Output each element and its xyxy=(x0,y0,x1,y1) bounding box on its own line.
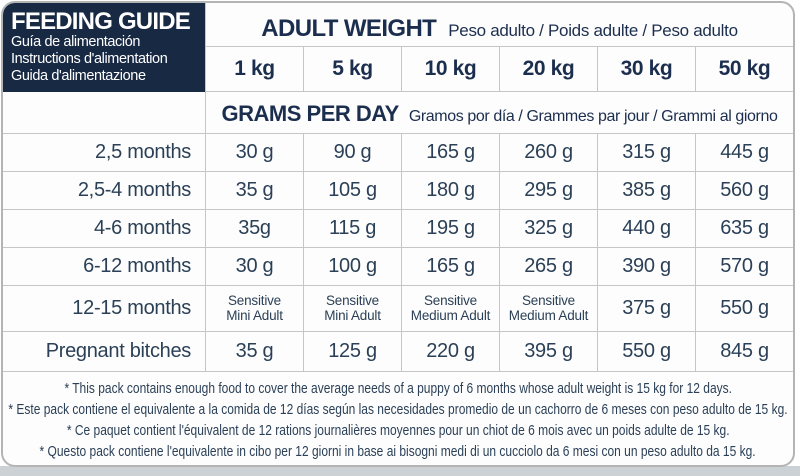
feeding-value-cell: 325 g xyxy=(499,210,597,248)
footnotes-section: * This pack contains enough food to cove… xyxy=(3,372,793,465)
package-background-strip xyxy=(0,466,800,476)
footnote: * Este pack contiene el equivalente a la… xyxy=(8,400,788,418)
feeding-value-cell: 125 g xyxy=(303,332,401,372)
row-label: Pregnant bitches xyxy=(3,332,205,372)
feeding-value-cell: 35 g xyxy=(205,332,303,372)
feeding-value-cell: Sensitive Mini Adult xyxy=(205,286,303,332)
feeding-guide-title: FEEDING GUIDE xyxy=(11,8,191,35)
footnote: * This pack contains enough food to cove… xyxy=(64,379,732,397)
grams-row-spacer xyxy=(3,92,205,134)
weight-column-header: 50 kg xyxy=(695,47,793,92)
feeding-value-cell: 100 g xyxy=(303,248,401,286)
feeding-value-cell: 550 g xyxy=(695,286,793,332)
feeding-value-cell: 550 g xyxy=(597,332,695,372)
grams-per-day-header: GRAMS PER DAY Gramos por día / Grammes p… xyxy=(205,92,793,134)
feeding-value-cell: 90 g xyxy=(303,134,401,172)
feeding-value-cell: 30 g xyxy=(205,248,303,286)
weight-column-header: 10 kg xyxy=(401,47,499,92)
feeding-value-cell: 35 g xyxy=(205,172,303,210)
feeding-value-cell: 395 g xyxy=(499,332,597,372)
feeding-value-cell: 385 g xyxy=(597,172,695,210)
feeding-value-cell: 375 g xyxy=(597,286,695,332)
feeding-value-cell: 35g xyxy=(205,210,303,248)
feeding-value-cell: 30 g xyxy=(205,134,303,172)
feeding-value-cell: 445 g xyxy=(695,134,793,172)
feeding-value-cell: Sensitive Mini Adult xyxy=(303,286,401,332)
row-label: 2,5-4 months xyxy=(3,172,205,210)
feeding-value-cell: 845 g xyxy=(695,332,793,372)
feeding-value-cell: 165 g xyxy=(401,134,499,172)
feeding-guide-subtitle-fr: Instructions d'alimentation xyxy=(11,51,168,68)
row-label: 2,5 months xyxy=(3,134,205,172)
feeding-value-cell: 195 g xyxy=(401,210,499,248)
row-label: 12-15 months xyxy=(3,286,205,332)
feeding-value-cell: 260 g xyxy=(499,134,597,172)
feeding-value-cell: 440 g xyxy=(597,210,695,248)
row-label: 4-6 months xyxy=(3,210,205,248)
grams-per-day-subtitle: Gramos por día / Grammes par jour / Gram… xyxy=(408,108,778,125)
feeding-value-cell: Sensitive Medium Adult xyxy=(401,286,499,332)
feeding-value-cell: 295 g xyxy=(499,172,597,210)
footnote: * Ce paquet contient l'équivalent de 12 … xyxy=(66,421,730,439)
feeding-value-cell: Sensitive Medium Adult xyxy=(499,286,597,332)
feeding-value-cell: 105 g xyxy=(303,172,401,210)
feeding-value-cell: 390 g xyxy=(597,248,695,286)
feeding-value-cell: 570 g xyxy=(695,248,793,286)
footnote: * Questo pack contiene l'equivalente in … xyxy=(39,442,757,460)
feeding-value-cell: 265 g xyxy=(499,248,597,286)
feeding-value-cell: 315 g xyxy=(597,134,695,172)
feeding-value-cell: 115 g xyxy=(303,210,401,248)
weight-column-header: 5 kg xyxy=(303,47,401,92)
adult-weight-title: ADULT WEIGHT xyxy=(261,15,437,42)
feeding-value-cell: 165 g xyxy=(401,248,499,286)
feeding-value-cell: 220 g xyxy=(401,332,499,372)
row-label: 6-12 months xyxy=(3,248,205,286)
grams-per-day-title: GRAMS PER DAY xyxy=(221,101,400,126)
adult-weight-header: ADULT WEIGHT Peso adulto / Poids adulte … xyxy=(205,3,793,47)
weight-column-header: 30 kg xyxy=(597,47,695,92)
weight-column-header: 1 kg xyxy=(205,47,303,92)
feeding-guide-subtitle-it: Guida d'alimentazione xyxy=(11,68,146,85)
feeding-guide-header: FEEDING GUIDE Guía de alimentación Instr… xyxy=(3,3,205,92)
feeding-value-cell: 635 g xyxy=(695,210,793,248)
weight-column-header: 20 kg xyxy=(499,47,597,92)
feeding-value-cell: 180 g xyxy=(401,172,499,210)
feeding-guide-card: FEEDING GUIDE Guía de alimentación Instr… xyxy=(1,1,795,467)
feeding-guide-subtitle-es: Guía de alimentación xyxy=(11,34,141,51)
adult-weight-subtitle: Peso adulto / Poids adulte / Peso adulto xyxy=(448,21,738,40)
feeding-value-cell: 560 g xyxy=(695,172,793,210)
